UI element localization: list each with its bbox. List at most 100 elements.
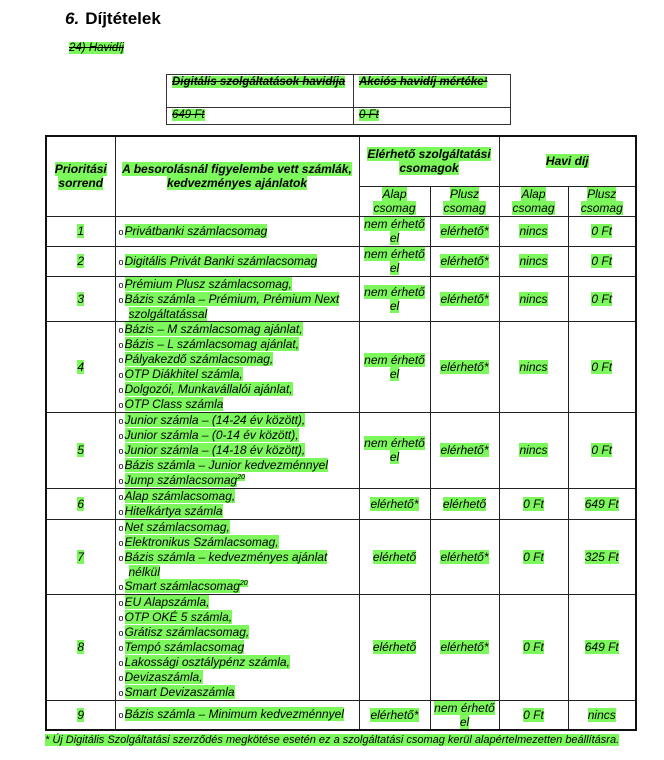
- priority-cell: 7: [45, 518, 116, 595]
- list-item: oJunior számla – (14-24 év között),: [119, 412, 357, 428]
- bullet-icon: o: [118, 430, 124, 441]
- plusz-package-cell-text: elérhető*: [440, 640, 489, 654]
- list-item: oBázis számla – Prémium, Prémium Next sz…: [119, 291, 357, 321]
- bullet-icon: o: [118, 445, 124, 456]
- header-text: Alap csomag: [512, 187, 555, 215]
- list-item: oPályakezdő számlacsomag,: [118, 351, 357, 367]
- item-text: Dolgozói, Munkavállalói ajánlat,: [124, 381, 293, 396]
- alap-package-cell-text: nem érhető el: [364, 352, 425, 381]
- plusz-fee-cell: 649 Ft: [567, 593, 637, 701]
- list-item: oLakossági osztálypénz számla,: [118, 654, 357, 670]
- table-row: 1 oPrivátbanki számlacsomag nem érhető el e…: [45, 215, 637, 247]
- table-row: 3 oPrémium Plusz számlacsomag, oBázis szám…: [45, 275, 637, 322]
- alap-package-cell-text: nem érhető el: [364, 217, 425, 245]
- priority-cell-text: 3: [77, 291, 85, 306]
- alap-package-cell: nem érhető el: [358, 245, 431, 277]
- item-text: Junior számla – (0-14 év között),: [124, 427, 299, 442]
- alap-fee-cell: nincs: [498, 245, 569, 277]
- list-item: oPrémium Plusz számlacsomag,: [119, 276, 357, 292]
- alap-fee-cell-text: 0 Ft: [523, 707, 544, 722]
- item-text: EU Alapszámla,: [124, 594, 210, 609]
- plusz-fee-cell-text: 0 Ft: [591, 443, 613, 457]
- item-text: Bázis – M számlacsomag ajánlat,: [124, 321, 303, 336]
- bullet-icon: o: [118, 687, 124, 698]
- list-item: oBázis számla – Junior kedvezménnyel: [119, 457, 357, 473]
- bullet-icon: o: [118, 657, 124, 668]
- bullet-icon: o: [118, 384, 124, 395]
- alap-package-cell: elérhető: [358, 593, 431, 701]
- priority-cell-text: 5: [77, 443, 85, 457]
- list-item: oDolgozói, Munkavállalói ajánlat,: [118, 381, 357, 397]
- item-text: Elektronikus Számlacsomag,: [124, 534, 279, 549]
- alap-package-cell-text: nem érhető el: [364, 247, 425, 275]
- table-row: 8 oEU Alapszámla, oOTP OKÉ 5 számla, oGráti…: [45, 593, 637, 701]
- priority-cell: 3: [45, 275, 116, 322]
- item-text: Lakossági osztálypénz számla,: [124, 654, 290, 669]
- bullet-icon: o: [118, 491, 124, 502]
- subheader-plusz: Plusz csomag: [429, 185, 500, 217]
- table-row: 5 oJunior számla – (14-24 év között), oJun…: [45, 411, 637, 489]
- plusz-package-cell: elérhető*: [429, 593, 500, 701]
- accounts-cell: oPrémium Plusz számlacsomag, oBázis száml…: [114, 275, 360, 322]
- priority-cell-text: 7: [77, 549, 85, 564]
- plusz-package-cell: elérhető: [429, 487, 500, 520]
- alap-fee-cell-text: 0 Ft: [523, 640, 544, 654]
- header-priority: Prioritási sorrend: [45, 135, 116, 217]
- alap-package-cell: nem érhető el: [358, 275, 431, 322]
- bullet-icon: o: [118, 672, 124, 683]
- old-value-cell: 649 Ft: [166, 107, 354, 125]
- header-text: Alap csomag: [373, 187, 416, 215]
- item-text: Tempó számlacsomag: [124, 639, 245, 654]
- section-number: 6.: [65, 9, 80, 28]
- priority-cell: 6: [45, 487, 116, 520]
- bullet-icon: o: [118, 506, 124, 517]
- plusz-fee-cell: 0 Ft: [567, 275, 637, 322]
- bullet-icon: o: [118, 597, 124, 608]
- plusz-package-cell: nem érhető el: [429, 699, 500, 731]
- bullet-icon: o: [118, 627, 124, 638]
- item-text: Smart számlacsomag: [124, 578, 240, 593]
- alap-package-cell-text: nem érhető el: [364, 284, 425, 313]
- subheader-plusz: Plusz csomag: [567, 185, 637, 217]
- item-text: Devizaszámla,: [124, 669, 203, 684]
- item-text: Bázis – L számlacsomag ajánlat,: [124, 336, 300, 351]
- bullet-icon: o: [118, 354, 124, 365]
- header-accounts: A besorolásnál figyelembe vett számlák, …: [114, 135, 360, 217]
- plusz-fee-cell-text: 0 Ft: [591, 254, 613, 268]
- plusz-package-cell-text: elérhető*: [440, 443, 489, 457]
- alap-fee-cell: 0 Ft: [498, 593, 569, 701]
- table-row: 6 oAlap számlacsomag, oHitelkártya számla e…: [45, 487, 637, 520]
- list-item: oOTP Diákhitel számla,: [119, 366, 357, 382]
- footnote-ref: 20: [237, 473, 246, 481]
- accounts-cell: oPrivátbanki számlacsomag: [114, 215, 360, 247]
- header-text: Plusz csomag: [580, 187, 623, 215]
- header-text: Plusz csomag: [443, 187, 486, 215]
- bullet-icon: o: [118, 612, 124, 623]
- table-row: 2 oDigitális Privát Banki számlacsomag nem…: [45, 245, 637, 277]
- header-text: A besorolásnál figyelembe vett számlák, …: [122, 162, 352, 191]
- priority-cell: 8: [45, 593, 116, 701]
- bullet-icon: o: [118, 710, 124, 721]
- plusz-package-cell: elérhető*: [429, 411, 500, 489]
- bullet-icon: o: [118, 581, 124, 592]
- alap-fee-cell: nincs: [498, 320, 569, 413]
- plusz-fee-cell-text: nincs: [587, 707, 616, 722]
- alap-fee-cell-text: nincs: [519, 254, 548, 268]
- accounts-cell: oAlap számlacsomag, oHitelkártya számla: [114, 487, 360, 520]
- list-item: oBázis számla – kedvezményes ajánlat nél…: [119, 549, 357, 579]
- plusz-package-cell: elérhető*: [429, 518, 500, 595]
- plusz-package-cell: elérhető*: [429, 245, 500, 277]
- alap-fee-cell: 0 Ft: [498, 518, 569, 595]
- plusz-fee-cell: nincs: [567, 699, 637, 731]
- bullet-icon: o: [118, 642, 124, 653]
- subheading-text: 24) Havidíj: [69, 42, 124, 54]
- old-header-cell: Akciós havidíj mértéke¹: [353, 74, 511, 108]
- list-item: oTempó számlacsomag: [118, 639, 357, 655]
- bullet-icon: o: [118, 324, 124, 335]
- item-text: OTP Class számla: [124, 396, 224, 411]
- item-text: Junior számla – (14-24 év között),: [124, 412, 306, 427]
- list-item: oHitelkártya számla: [118, 503, 357, 519]
- plusz-fee-cell-text: 0 Ft: [591, 224, 613, 238]
- section-title: Díjtételek: [85, 9, 161, 28]
- header-text: Havi díj: [545, 154, 589, 169]
